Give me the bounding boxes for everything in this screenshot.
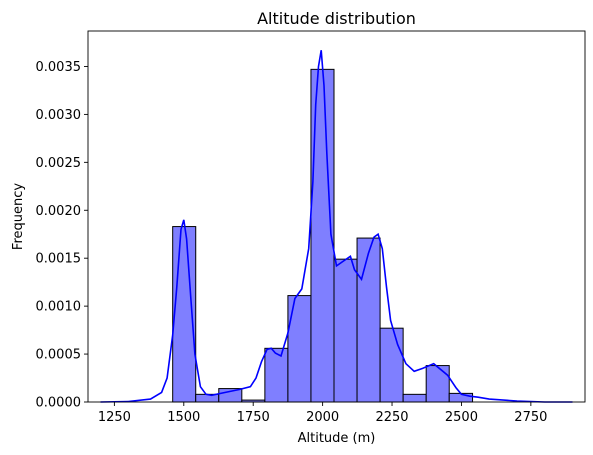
histogram-bar xyxy=(356,237,381,403)
x-axis-label: Altitude (m) xyxy=(298,431,376,446)
y-axis-ticks: 0.0000 0.0005 0.0010 0.0015 0.0020 0.0025 0.00… xyxy=(36,60,88,411)
y-tick-label: 0.0000 xyxy=(36,396,82,411)
y-tick-label: 0.0005 xyxy=(36,348,82,363)
histogram-bar xyxy=(402,393,427,403)
x-tick-label: 2500 xyxy=(445,410,478,425)
histogram-bar xyxy=(264,347,289,403)
x-tick-label: 1500 xyxy=(167,410,200,425)
x-axis-ticks: 1250 1500 1750 2000 2250 2500 2750 xyxy=(98,402,547,425)
y-tick-label: 0.0010 xyxy=(36,300,82,315)
histogram-bars xyxy=(172,68,474,403)
kde-curve xyxy=(100,50,573,403)
x-tick-label: 2750 xyxy=(514,410,547,425)
x-tick-label: 2000 xyxy=(306,410,339,425)
histogram-bar xyxy=(379,327,404,403)
y-tick-label: 0.0035 xyxy=(36,60,82,75)
x-tick-label: 2250 xyxy=(375,410,408,425)
plot-frame xyxy=(87,30,586,403)
y-tick-label: 0.0025 xyxy=(36,156,82,171)
x-tick-label: 1250 xyxy=(98,410,131,425)
y-tick-label: 0.0015 xyxy=(36,252,82,267)
histogram-bar xyxy=(195,393,220,403)
y-tick-label: 0.0030 xyxy=(36,108,82,123)
y-axis-label: Frequency xyxy=(11,183,26,250)
chart-title: Altitude distribution xyxy=(257,9,416,28)
histogram-bar xyxy=(425,365,450,403)
y-tick-label: 0.0020 xyxy=(36,204,82,219)
x-tick-label: 1750 xyxy=(237,410,270,425)
histogram-bar xyxy=(333,258,358,403)
histogram-bar xyxy=(287,295,312,403)
